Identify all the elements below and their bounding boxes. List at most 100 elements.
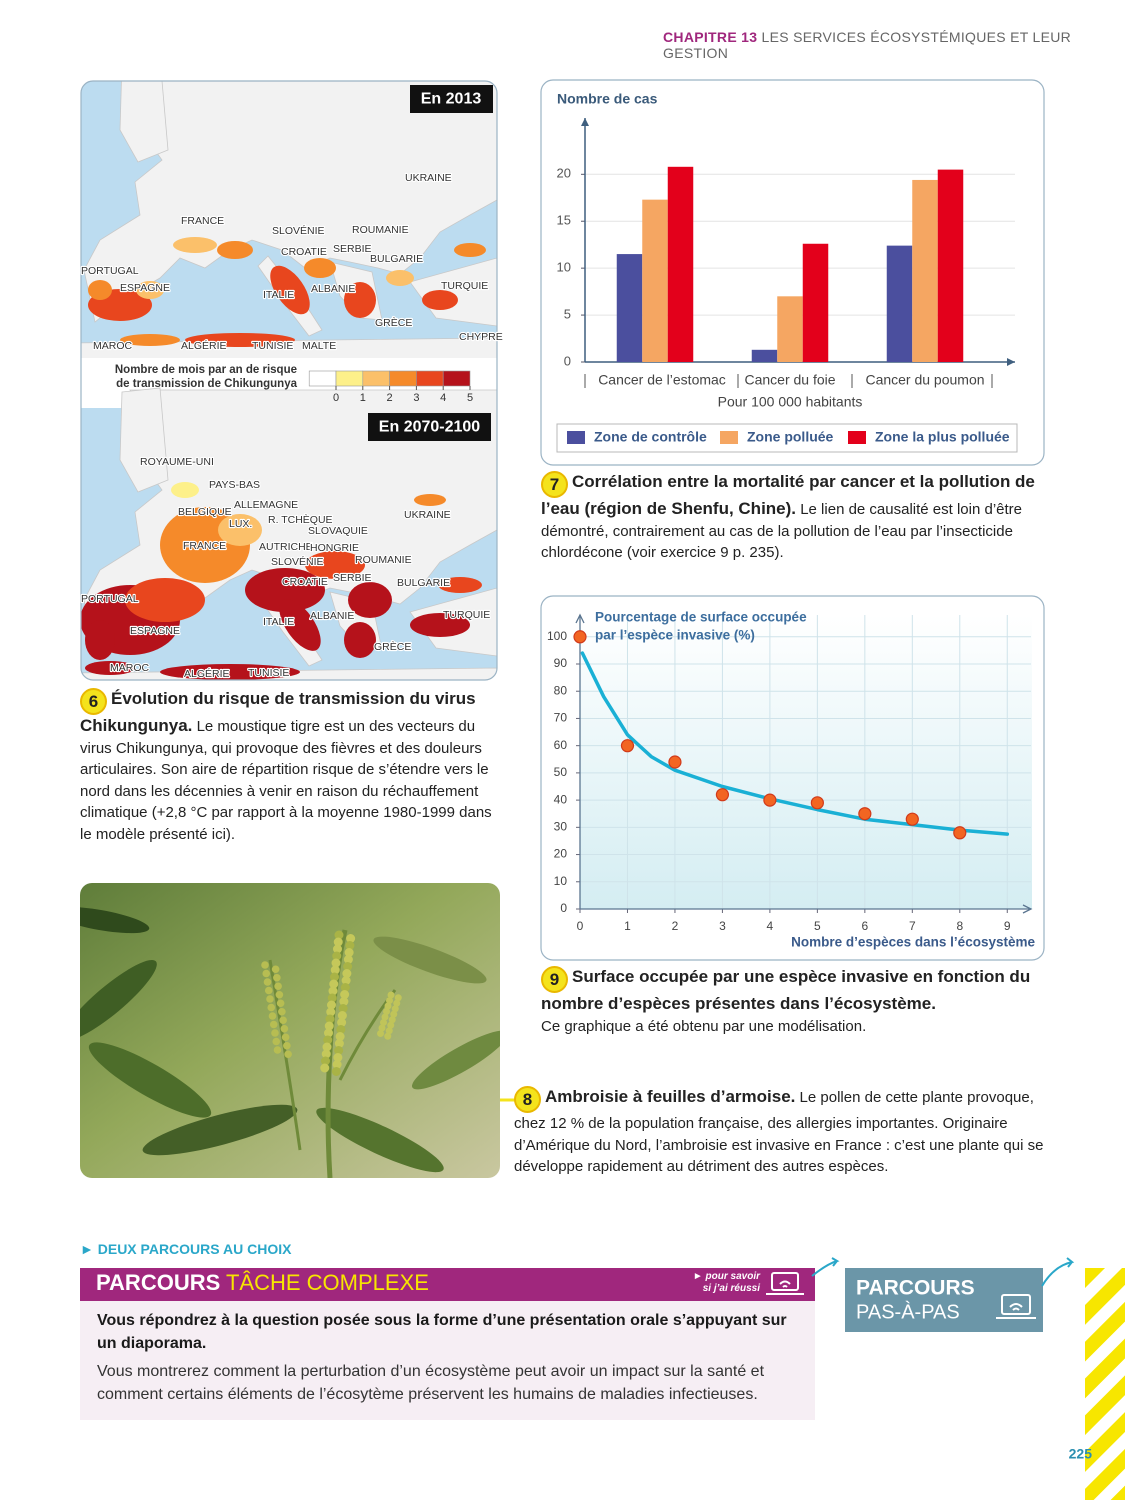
badge: 9 bbox=[541, 966, 568, 993]
country-label: TUNISIE bbox=[248, 667, 289, 679]
bud bbox=[274, 982, 282, 991]
caption-8: 8 Ambroisie à feuilles d’armoise. Le poll… bbox=[514, 1086, 1059, 1178]
leaf bbox=[411, 1030, 500, 1090]
complex-content: Vous répondrez à la question posée sous … bbox=[97, 1309, 797, 1406]
maps bbox=[81, 81, 497, 680]
legend-tick-label: 3 bbox=[413, 392, 419, 404]
point bbox=[620, 739, 635, 753]
country-label: ROYAUME-UNI bbox=[140, 456, 214, 468]
y-tick-label: 0 bbox=[560, 901, 567, 915]
country-label: CROATIE bbox=[282, 576, 328, 588]
bud bbox=[333, 944, 342, 954]
bar bbox=[777, 296, 803, 362]
country-label: ALBANIE bbox=[311, 283, 355, 295]
bar bbox=[912, 179, 938, 362]
y-tick-label: 100 bbox=[547, 629, 567, 643]
point bbox=[858, 807, 872, 821]
bud bbox=[279, 1016, 287, 1025]
caption-heading: Surface occupée par une espèce invasive … bbox=[541, 967, 1031, 1013]
stripes bbox=[1085, 1268, 1125, 1500]
country-label: SLOVÉNIE bbox=[271, 555, 324, 568]
legend-swatch bbox=[442, 370, 471, 387]
bud bbox=[323, 1035, 333, 1045]
bud bbox=[381, 1013, 389, 1021]
bud bbox=[325, 1014, 335, 1024]
axis-arrow bbox=[1007, 358, 1015, 366]
country-label: SLOVAQUIE bbox=[308, 525, 368, 537]
bud bbox=[321, 1056, 330, 1066]
legend-swatch bbox=[848, 431, 866, 444]
caption-heading: Évolution du risque de transmission du v… bbox=[80, 689, 476, 735]
bud bbox=[326, 1007, 336, 1017]
intro-text: DEUX PARCOURS AU CHOIX bbox=[97, 1241, 292, 1257]
bud bbox=[385, 1027, 393, 1035]
badge: 8 bbox=[514, 1086, 541, 1113]
leaf bbox=[80, 959, 157, 1041]
country-label: BULGARIE bbox=[370, 253, 423, 265]
x-tick-label: 9 bbox=[1004, 919, 1011, 933]
legend-tick-label: 1 bbox=[360, 392, 366, 404]
complex-bar bbox=[80, 1268, 815, 1301]
stem bbox=[268, 959, 302, 1151]
page-number: 225 bbox=[1069, 1446, 1093, 1462]
map-title: En 2013 bbox=[421, 91, 482, 108]
country-label: FRANCE bbox=[183, 540, 226, 552]
task: Vous répondrez à la question posée sous … bbox=[97, 1312, 787, 1352]
task-text: Vous montrerez comment la perturbation d… bbox=[97, 1363, 765, 1403]
arrow bbox=[1041, 1257, 1075, 1287]
bud bbox=[338, 1004, 348, 1013]
y-tick-label: 90 bbox=[554, 656, 568, 670]
bud bbox=[334, 1039, 344, 1048]
intro-marker: ► bbox=[80, 1241, 94, 1257]
x-tick-label: 5 bbox=[814, 919, 821, 933]
bar bbox=[802, 243, 829, 362]
x-tick-label: 8 bbox=[956, 919, 963, 933]
bud bbox=[268, 1012, 277, 1020]
bud bbox=[343, 955, 353, 964]
map-title-box bbox=[368, 413, 491, 441]
country-label: ROUMANIE bbox=[355, 554, 412, 566]
arrow bbox=[811, 1257, 840, 1277]
y-tick-label: 70 bbox=[554, 711, 568, 725]
legend-label: Zone de contrôle bbox=[594, 429, 707, 445]
caption-9: 9 Surface occupée par une espèce invasive… bbox=[541, 966, 1051, 1037]
x-tick-label: 2 bbox=[672, 919, 679, 933]
y-tick-label: 0 bbox=[564, 353, 571, 368]
axis-arrow bbox=[575, 613, 585, 624]
bud bbox=[324, 1028, 333, 1038]
bud bbox=[262, 969, 271, 978]
legend-swatch bbox=[389, 370, 417, 387]
legend-tick-label: 4 bbox=[440, 392, 446, 404]
y-axis-title: par l’espèce invasive (%) bbox=[595, 628, 755, 643]
bud bbox=[332, 1060, 342, 1069]
bud bbox=[284, 1050, 292, 1059]
country-label: GRÈCE bbox=[375, 316, 412, 329]
y-axis-title: Nombre de cas bbox=[557, 91, 658, 107]
axis-arrow bbox=[1022, 904, 1033, 914]
caption-text: Ce graphique a été obtenu par une modéli… bbox=[541, 1017, 867, 1035]
bud bbox=[275, 990, 284, 999]
bud bbox=[271, 1029, 279, 1037]
bud bbox=[273, 973, 281, 982]
bar bbox=[642, 199, 668, 362]
plant bbox=[80, 906, 500, 1178]
bud bbox=[321, 1049, 331, 1059]
bud bbox=[334, 930, 344, 940]
bud bbox=[344, 948, 354, 957]
country-label: CROATIE bbox=[281, 246, 327, 258]
y-tick-label: 10 bbox=[554, 874, 568, 888]
leaf bbox=[142, 1104, 298, 1156]
help-text: pour savoir bbox=[705, 1271, 760, 1282]
bud bbox=[281, 1033, 290, 1042]
y-tick-label: 15 bbox=[557, 213, 571, 228]
legend-swatch bbox=[308, 370, 337, 387]
x-tick-label: Cancer du poumon bbox=[865, 372, 984, 388]
guided-box bbox=[845, 1268, 1043, 1332]
bud bbox=[327, 993, 337, 1003]
bud bbox=[324, 1021, 334, 1031]
bud bbox=[390, 1010, 398, 1018]
bud bbox=[331, 958, 341, 968]
bar bbox=[667, 166, 694, 362]
country-label: GRÈCE bbox=[374, 640, 411, 653]
